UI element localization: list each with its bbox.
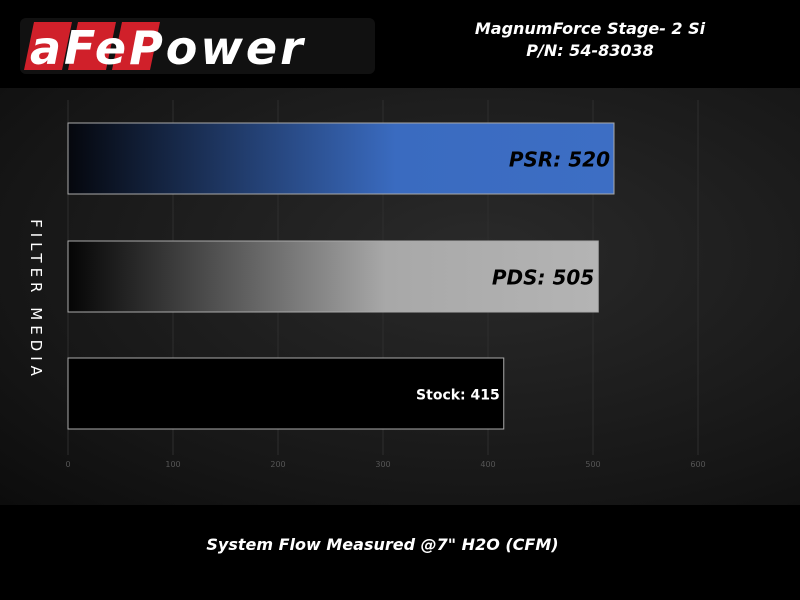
x-tick-label: 600 [690, 460, 705, 469]
bar-data-label: Stock: 415 [416, 388, 500, 404]
x-tick-label: 0 [65, 460, 70, 469]
svg-text:aFePower: aFePower [30, 21, 306, 75]
x-axis-label: System Flow Measured @7" H2O (CFM) [206, 535, 559, 554]
x-tick-label: 300 [375, 460, 390, 469]
afe-power-logo: aFePower [20, 18, 375, 75]
part-number: P/N: 54-83038 [526, 41, 654, 60]
bar-stock [67, 357, 505, 430]
x-tick-label: 500 [585, 460, 600, 469]
header: aFePower MagnumForce Stage- 2 Si P/N: 54… [0, 0, 800, 88]
bar-pds [67, 240, 599, 313]
product-title: MagnumForce Stage- 2 Si [474, 19, 706, 38]
x-tick-label: 100 [165, 460, 180, 469]
bar-data-label: PSR: 520 [509, 148, 610, 172]
x-tick-label: 400 [480, 460, 495, 469]
x-tick-label: 200 [270, 460, 285, 469]
bar-data-label: PDS: 505 [492, 266, 594, 290]
bar-psr [67, 122, 615, 195]
